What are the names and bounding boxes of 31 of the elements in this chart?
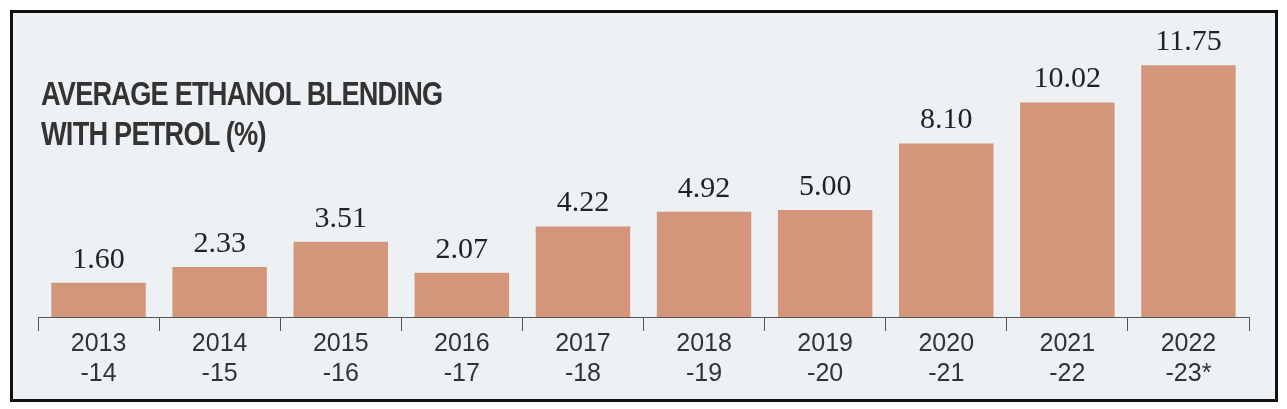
- x-tick-label: 2017 -18: [555, 327, 611, 386]
- x-tick-label: 2013 -14: [70, 327, 127, 386]
- bar: [1141, 65, 1236, 317]
- data-label: 8.10: [920, 101, 973, 135]
- x-tick-label: 2020 -21: [918, 327, 975, 386]
- x-tick-label: 2016 -17: [434, 327, 490, 386]
- data-label: 5.00: [798, 167, 852, 201]
- data-label: 11.75: [1155, 23, 1222, 57]
- data-label: 1.60: [72, 240, 125, 274]
- data-label: 4.22: [556, 184, 610, 218]
- bar: [414, 272, 510, 317]
- bar: [293, 241, 388, 317]
- x-tick-label: 2021 -22: [1039, 327, 1096, 386]
- bar: [1020, 102, 1115, 317]
- bar: [535, 226, 631, 317]
- data-label: 2.07: [435, 230, 489, 264]
- bar: [777, 209, 873, 317]
- data-label: 10.02: [1033, 60, 1102, 94]
- x-tick-label: 2014 -15: [191, 327, 248, 386]
- data-label: 3.51: [314, 199, 367, 233]
- text: AVERAGE ETHANOL BLENDING WITH PETROL (%): [41, 73, 443, 153]
- data-label: 2.33: [193, 224, 246, 258]
- bar: [656, 211, 752, 317]
- bar: [51, 282, 146, 317]
- bar: [899, 143, 994, 317]
- bar: [172, 267, 267, 317]
- x-tick-label: 2022 -23*: [1160, 327, 1217, 386]
- data-label: 4.92: [677, 169, 731, 203]
- x-tick-label: 2015 -16: [312, 327, 369, 386]
- x-tick-label: 2018 -19: [676, 327, 732, 386]
- x-tick-label: 2019 -20: [797, 327, 853, 386]
